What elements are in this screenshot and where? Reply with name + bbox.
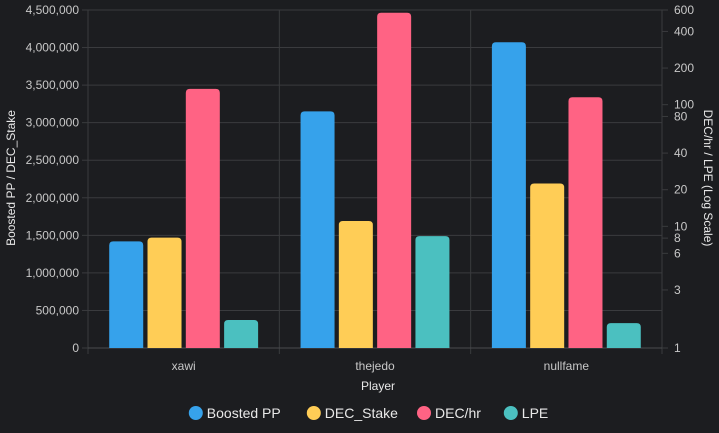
bar-boosted-pp <box>300 111 335 349</box>
left-axis: 0 500,000 1,000,000 1,500,000 2,000,000 2,500… <box>26 3 88 355</box>
bar-boosted-pp <box>491 42 526 348</box>
left-tick-label: 500,000 <box>36 303 80 317</box>
bars <box>109 12 641 349</box>
left-tick-label: 3,000,000 <box>26 116 80 130</box>
right-tick-label: 40 <box>674 146 688 160</box>
legend-swatch <box>503 406 518 420</box>
legend-swatch <box>306 406 321 420</box>
bar-dec-stake <box>338 221 373 348</box>
bar-lpe <box>415 236 450 348</box>
bar-dec-hr <box>185 88 220 349</box>
bar-dec-stake <box>147 237 182 348</box>
legend: Boosted PP DEC_Stake DEC/hr LPE <box>188 405 548 421</box>
legend-swatch <box>417 406 431 420</box>
legend-label: DEC/hr <box>435 405 481 421</box>
right-tick-label: 1 <box>674 341 681 355</box>
right-tick-label: 6 <box>674 246 681 260</box>
right-tick-label: 80 <box>674 109 688 123</box>
left-tick-label: 2,000,000 <box>26 191 80 205</box>
x-axis: xawi thejedo nullfame <box>88 347 662 373</box>
left-tick-label: 0 <box>72 341 79 355</box>
legend-label: Boosted PP <box>207 405 281 421</box>
grid-lines <box>87 9 663 354</box>
right-tick-label: 10 <box>674 219 688 233</box>
bar-dec-hr <box>377 12 412 348</box>
left-tick-label: 4,500,000 <box>26 3 80 17</box>
x-axis-title: Player <box>361 379 395 393</box>
legend-label: DEC_Stake <box>325 405 398 421</box>
x-tick-label: xawi <box>172 359 196 373</box>
right-tick-label: 3 <box>674 283 681 297</box>
left-tick-label: 2,500,000 <box>26 153 80 167</box>
legend-swatch <box>188 406 203 420</box>
right-tick-label: 200 <box>674 61 694 75</box>
right-tick-label: 8 <box>674 231 681 245</box>
x-tick-label: nullfame <box>544 359 590 373</box>
left-tick-label: 3,500,000 <box>26 78 80 92</box>
bar-lpe <box>224 319 259 348</box>
right-tick-label: 20 <box>674 183 688 197</box>
y-axis-right-title: DEC/hr / LPE (Log Scale) <box>701 110 715 247</box>
bar-boosted-pp <box>109 241 144 348</box>
bar-dec-hr <box>568 97 603 348</box>
y-axis-left-title: Boosted PP / DEC_Stake <box>4 110 18 246</box>
left-tick-label: 1,500,000 <box>26 228 80 242</box>
bar-lpe <box>606 323 641 348</box>
right-tick-label: 600 <box>674 3 694 17</box>
x-tick-label: thejedo <box>355 359 395 373</box>
bar-dec-stake <box>530 183 565 348</box>
legend-label: LPE <box>522 405 548 421</box>
right-tick-label: 400 <box>674 24 694 38</box>
left-tick-label: 1,000,000 <box>26 266 80 280</box>
right-tick-label: 100 <box>674 98 694 112</box>
left-tick-label: 4,000,000 <box>26 41 80 55</box>
